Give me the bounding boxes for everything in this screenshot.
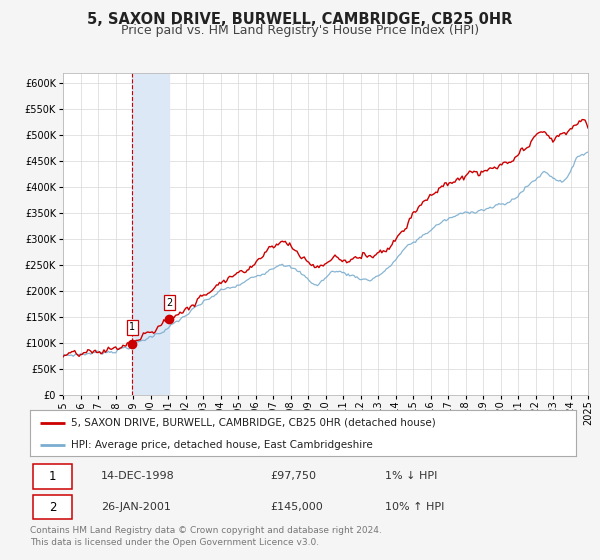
- Text: 2: 2: [166, 298, 172, 308]
- FancyBboxPatch shape: [33, 464, 72, 489]
- Text: Price paid vs. HM Land Registry's House Price Index (HPI): Price paid vs. HM Land Registry's House …: [121, 24, 479, 36]
- Text: £97,750: £97,750: [270, 472, 316, 482]
- Text: HPI: Average price, detached house, East Cambridgeshire: HPI: Average price, detached house, East…: [71, 440, 373, 450]
- Text: 1% ↓ HPI: 1% ↓ HPI: [385, 472, 437, 482]
- Text: 5, SAXON DRIVE, BURWELL, CAMBRIDGE, CB25 0HR (detached house): 5, SAXON DRIVE, BURWELL, CAMBRIDGE, CB25…: [71, 418, 436, 428]
- FancyBboxPatch shape: [33, 495, 72, 520]
- Bar: [133, 73, 169, 395]
- Text: 5, SAXON DRIVE, BURWELL, CAMBRIDGE, CB25 0HR: 5, SAXON DRIVE, BURWELL, CAMBRIDGE, CB25…: [88, 12, 512, 27]
- Text: 10% ↑ HPI: 10% ↑ HPI: [385, 502, 444, 512]
- Text: 14-DEC-1998: 14-DEC-1998: [101, 472, 175, 482]
- Text: 1: 1: [129, 323, 136, 333]
- Text: £145,000: £145,000: [270, 502, 323, 512]
- Text: 2: 2: [49, 501, 56, 514]
- Text: 26-JAN-2001: 26-JAN-2001: [101, 502, 171, 512]
- Text: Contains HM Land Registry data © Crown copyright and database right 2024.
This d: Contains HM Land Registry data © Crown c…: [30, 526, 382, 547]
- Text: 1: 1: [49, 470, 56, 483]
